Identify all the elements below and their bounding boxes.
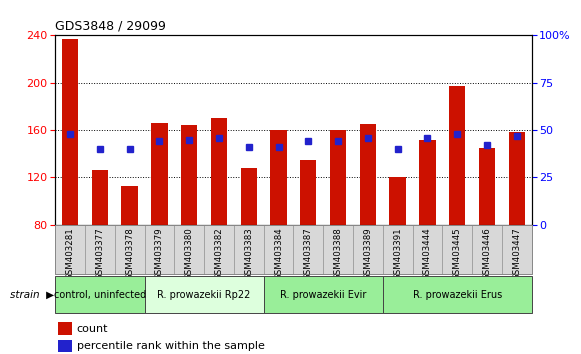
Bar: [264, 225, 293, 274]
Bar: [383, 225, 413, 274]
Bar: [58, 322, 73, 335]
Bar: [508, 132, 525, 225]
Text: GSM403389: GSM403389: [363, 227, 372, 280]
Bar: [174, 225, 204, 274]
Text: GSM403387: GSM403387: [304, 227, 313, 280]
Bar: [270, 130, 286, 225]
Bar: [479, 148, 495, 225]
Bar: [151, 123, 167, 225]
Bar: [383, 276, 532, 313]
Text: percentile rank within the sample: percentile rank within the sample: [77, 341, 264, 351]
Text: R. prowazekii Evir: R. prowazekii Evir: [280, 290, 367, 300]
Text: GSM403391: GSM403391: [393, 227, 402, 280]
Bar: [92, 170, 108, 225]
Text: GSM403445: GSM403445: [453, 227, 462, 280]
Text: GSM403380: GSM403380: [185, 227, 193, 280]
Bar: [419, 139, 436, 225]
Bar: [330, 130, 346, 225]
Bar: [502, 225, 532, 274]
Text: GSM403382: GSM403382: [214, 227, 224, 280]
Bar: [413, 225, 442, 274]
Text: control, uninfected: control, uninfected: [53, 290, 146, 300]
Text: GSM403383: GSM403383: [244, 227, 253, 280]
Text: R. prowazekii Erus: R. prowazekii Erus: [413, 290, 502, 300]
Text: GSM403444: GSM403444: [423, 227, 432, 280]
Bar: [145, 276, 264, 313]
Bar: [62, 39, 78, 225]
Text: GSM403281: GSM403281: [66, 227, 74, 280]
Text: GSM403377: GSM403377: [95, 227, 105, 280]
Text: GSM403384: GSM403384: [274, 227, 283, 280]
Bar: [181, 125, 198, 225]
Text: GDS3848 / 29099: GDS3848 / 29099: [55, 20, 166, 33]
Bar: [58, 340, 73, 352]
Text: count: count: [77, 324, 108, 333]
Bar: [360, 124, 376, 225]
Bar: [264, 276, 383, 313]
Bar: [300, 160, 317, 225]
Text: strain  ▶: strain ▶: [10, 290, 54, 300]
Bar: [211, 118, 227, 225]
Bar: [204, 225, 234, 274]
Bar: [353, 225, 383, 274]
Bar: [115, 225, 145, 274]
Text: GSM403447: GSM403447: [512, 227, 521, 280]
Bar: [234, 225, 264, 274]
Bar: [55, 225, 85, 274]
Bar: [121, 186, 138, 225]
Bar: [442, 225, 472, 274]
Bar: [323, 225, 353, 274]
Bar: [241, 168, 257, 225]
Text: GSM403379: GSM403379: [155, 227, 164, 280]
Bar: [293, 225, 323, 274]
Bar: [85, 225, 115, 274]
Bar: [449, 86, 465, 225]
Text: GSM403388: GSM403388: [333, 227, 343, 280]
Text: R. prowazekii Rp22: R. prowazekii Rp22: [157, 290, 251, 300]
Bar: [472, 225, 502, 274]
Text: GSM403446: GSM403446: [482, 227, 492, 280]
Bar: [55, 276, 145, 313]
Bar: [389, 177, 406, 225]
Bar: [145, 225, 174, 274]
Text: GSM403378: GSM403378: [125, 227, 134, 280]
